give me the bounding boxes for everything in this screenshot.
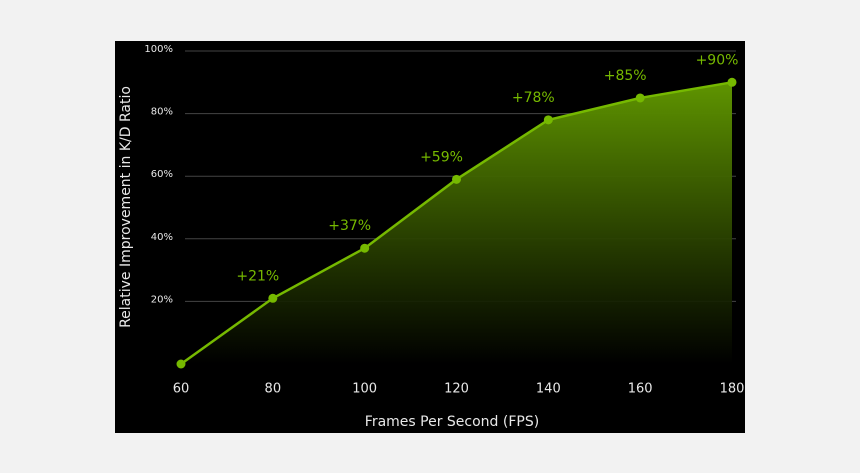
value-label: +37% — [328, 218, 371, 234]
y-tick-label: 100% — [144, 44, 173, 55]
value-label: +78% — [512, 90, 555, 106]
y-tick-label: 60% — [151, 169, 173, 180]
point — [268, 293, 278, 303]
value-label: +90% — [696, 52, 739, 68]
x-tick-label: 160 — [628, 382, 653, 397]
point — [543, 115, 553, 125]
x-tick-label: 180 — [720, 382, 745, 397]
y-axis-label: Relative Improvement in K/D Ratio — [118, 86, 134, 328]
x-tick-label: 120 — [444, 382, 469, 397]
point — [176, 359, 186, 369]
x-tick-label: 100 — [352, 382, 377, 397]
x-tick-label: 80 — [265, 382, 282, 397]
point — [635, 93, 645, 103]
area — [181, 82, 732, 365]
x-tick-label: 140 — [536, 382, 561, 397]
y-tick-label: 80% — [151, 107, 173, 118]
value-label: +21% — [236, 268, 279, 284]
point — [452, 174, 461, 184]
value-label: +85% — [604, 68, 647, 84]
x-tick-label: 60 — [173, 382, 190, 397]
point — [360, 243, 370, 253]
y-tick-label: 40% — [151, 232, 173, 243]
point — [727, 77, 737, 87]
value-label: +59% — [420, 149, 463, 165]
x-axis-label: Frames Per Second (FPS) — [365, 414, 539, 430]
y-tick-label: 20% — [151, 294, 173, 305]
